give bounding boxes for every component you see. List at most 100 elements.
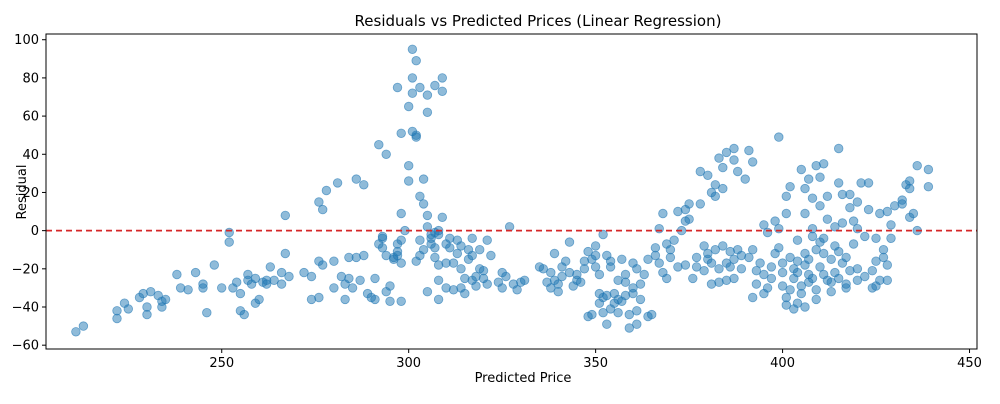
data-point xyxy=(318,260,328,270)
data-point xyxy=(777,267,788,278)
data-point xyxy=(826,287,836,297)
data-point xyxy=(725,262,735,272)
data-point xyxy=(635,294,646,305)
data-point xyxy=(785,285,795,295)
data-point xyxy=(254,294,264,305)
data-point xyxy=(751,279,762,289)
data-point xyxy=(908,208,919,219)
data-point xyxy=(579,264,590,274)
y-tick-label: −40 xyxy=(12,301,39,316)
data-point xyxy=(819,248,829,259)
data-point xyxy=(766,262,777,272)
data-point xyxy=(433,294,444,305)
data-point xyxy=(396,208,406,219)
y-axis-label: Residual xyxy=(15,165,30,220)
data-point xyxy=(834,178,844,188)
data-point xyxy=(628,283,638,293)
data-point xyxy=(800,302,810,312)
data-point xyxy=(344,273,354,284)
y-tick-label: −60 xyxy=(12,339,39,354)
data-point xyxy=(209,260,220,270)
data-point xyxy=(826,254,836,264)
data-point xyxy=(216,283,227,293)
data-point xyxy=(819,159,829,169)
ticks: 250 300 350 400 450 −60 −40 −20 0 20 40 60 80 100 xyxy=(12,33,982,371)
data-point xyxy=(231,277,242,287)
data-point xyxy=(407,88,418,98)
data-point xyxy=(811,294,821,305)
data-point xyxy=(684,214,694,224)
data-point xyxy=(897,199,907,209)
data-point xyxy=(635,279,646,289)
data-point xyxy=(860,271,870,282)
data-point xyxy=(561,256,571,266)
data-point xyxy=(695,166,706,177)
plot-frame xyxy=(45,33,978,350)
data-point xyxy=(819,233,829,244)
data-point xyxy=(482,279,492,289)
data-point xyxy=(598,308,608,318)
data-point xyxy=(512,285,522,295)
data-point xyxy=(433,275,444,286)
data-point xyxy=(351,174,362,184)
data-point xyxy=(886,220,896,230)
data-point xyxy=(804,254,814,264)
data-point xyxy=(632,306,642,316)
data-point xyxy=(347,283,358,293)
data-point xyxy=(456,264,466,274)
data-point xyxy=(632,319,642,329)
data-point xyxy=(250,273,261,284)
data-point xyxy=(736,264,747,274)
data-point xyxy=(404,160,414,171)
data-point xyxy=(796,288,807,299)
x-axis-label: Predicted Price xyxy=(475,371,572,386)
data-point xyxy=(422,210,433,221)
data-point xyxy=(123,304,134,314)
data-point xyxy=(460,288,470,299)
data-point xyxy=(714,153,724,163)
data-point xyxy=(546,267,556,278)
x-tick-label: 350 xyxy=(583,356,608,371)
data-point xyxy=(172,269,182,280)
data-point xyxy=(852,223,863,234)
data-point xyxy=(415,82,425,93)
y-tick-label: 60 xyxy=(22,110,39,125)
data-point xyxy=(718,162,728,173)
data-point xyxy=(385,296,395,307)
data-point xyxy=(396,296,406,307)
data-point xyxy=(340,294,350,305)
data-point xyxy=(845,202,855,213)
data-point xyxy=(762,283,773,293)
data-point xyxy=(882,260,893,270)
data-point xyxy=(396,235,406,245)
data-point xyxy=(564,237,575,247)
data-point xyxy=(863,204,874,215)
data-point xyxy=(729,155,739,165)
data-point xyxy=(261,279,272,289)
data-point xyxy=(748,157,758,167)
data-point xyxy=(265,262,276,272)
data-point xyxy=(748,244,758,255)
data-point xyxy=(501,271,511,282)
data-points xyxy=(71,44,934,337)
data-point xyxy=(415,191,425,202)
data-point xyxy=(411,132,421,142)
data-point xyxy=(923,181,934,192)
data-point xyxy=(142,302,152,312)
data-point xyxy=(834,143,844,154)
data-point xyxy=(112,306,122,316)
x-tick-label: 450 xyxy=(957,356,982,371)
data-point xyxy=(729,273,739,284)
x-tick-label: 300 xyxy=(396,356,421,371)
data-point xyxy=(781,208,792,219)
data-point xyxy=(359,180,369,190)
y-tick-label: 100 xyxy=(14,33,39,48)
data-point xyxy=(882,206,893,217)
data-point xyxy=(822,191,833,202)
data-point xyxy=(759,269,769,280)
data-point xyxy=(572,269,582,280)
data-point xyxy=(807,273,818,284)
data-point xyxy=(785,181,795,192)
